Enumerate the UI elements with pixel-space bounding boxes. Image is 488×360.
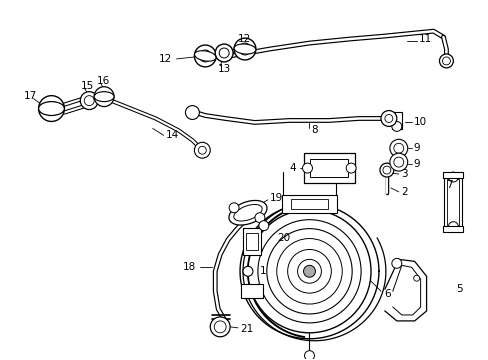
Text: 16: 16 — [97, 76, 110, 86]
Ellipse shape — [39, 102, 64, 116]
Circle shape — [215, 44, 233, 62]
Text: 9: 9 — [413, 143, 420, 153]
Circle shape — [257, 220, 360, 323]
Text: 6: 6 — [383, 289, 390, 299]
Circle shape — [391, 121, 401, 131]
Bar — [282, 195, 336, 213]
Circle shape — [39, 96, 64, 121]
Circle shape — [254, 213, 264, 223]
Circle shape — [243, 266, 252, 276]
Bar — [303, 153, 354, 183]
Ellipse shape — [234, 44, 255, 54]
Circle shape — [229, 203, 239, 213]
Text: 1: 1 — [259, 266, 266, 276]
Text: 5: 5 — [455, 284, 462, 294]
Circle shape — [247, 210, 370, 333]
Circle shape — [379, 163, 393, 177]
Circle shape — [413, 275, 419, 281]
Circle shape — [391, 258, 401, 268]
Circle shape — [94, 87, 114, 107]
Text: 15: 15 — [81, 81, 94, 91]
Text: 2: 2 — [400, 187, 407, 197]
Text: 8: 8 — [311, 125, 318, 135]
Bar — [290, 199, 327, 209]
Circle shape — [276, 239, 342, 304]
Bar — [310, 159, 347, 177]
Text: 20: 20 — [277, 233, 290, 243]
Circle shape — [194, 45, 216, 67]
Text: 9: 9 — [413, 159, 420, 169]
Text: 14: 14 — [165, 130, 179, 140]
Text: 13: 13 — [218, 64, 231, 74]
Circle shape — [389, 139, 407, 157]
Text: 12: 12 — [159, 54, 172, 64]
Bar — [443, 172, 462, 178]
Text: 7: 7 — [446, 180, 452, 190]
Circle shape — [304, 351, 314, 360]
Ellipse shape — [233, 204, 262, 221]
Circle shape — [389, 153, 407, 171]
Circle shape — [439, 54, 452, 68]
Circle shape — [44, 102, 59, 116]
Circle shape — [258, 221, 268, 231]
Bar — [245, 233, 257, 251]
Ellipse shape — [228, 201, 266, 225]
Circle shape — [442, 57, 449, 65]
Bar — [447, 179, 458, 225]
Circle shape — [194, 142, 210, 158]
Bar — [444, 175, 461, 229]
Circle shape — [84, 96, 94, 105]
Circle shape — [382, 166, 390, 174]
Circle shape — [447, 172, 457, 182]
Text: 12: 12 — [238, 34, 251, 44]
Text: 11: 11 — [418, 34, 431, 44]
Text: 3: 3 — [400, 169, 407, 179]
Circle shape — [303, 265, 315, 277]
Text: 21: 21 — [240, 324, 253, 334]
Circle shape — [198, 146, 206, 154]
Circle shape — [214, 321, 225, 333]
Circle shape — [380, 111, 396, 126]
Circle shape — [393, 157, 403, 167]
Circle shape — [219, 48, 229, 58]
Circle shape — [266, 229, 351, 314]
Bar — [243, 228, 260, 255]
Circle shape — [80, 92, 98, 109]
Bar — [391, 112, 401, 129]
Bar — [443, 226, 462, 231]
Text: 19: 19 — [269, 193, 283, 203]
Circle shape — [210, 317, 230, 337]
Circle shape — [346, 163, 355, 173]
Ellipse shape — [194, 51, 216, 61]
Circle shape — [99, 92, 109, 102]
Circle shape — [447, 222, 457, 231]
Circle shape — [297, 260, 321, 283]
Text: 17: 17 — [24, 91, 37, 101]
Circle shape — [302, 163, 312, 173]
Text: 10: 10 — [413, 117, 426, 127]
Circle shape — [287, 249, 331, 293]
Circle shape — [199, 50, 211, 62]
Ellipse shape — [94, 92, 114, 102]
Bar — [241, 284, 263, 298]
Text: 18: 18 — [183, 262, 196, 272]
Circle shape — [239, 43, 250, 55]
Circle shape — [234, 38, 255, 60]
Text: 4: 4 — [288, 163, 295, 173]
Circle shape — [185, 105, 199, 120]
Circle shape — [384, 114, 392, 122]
Circle shape — [393, 143, 403, 153]
